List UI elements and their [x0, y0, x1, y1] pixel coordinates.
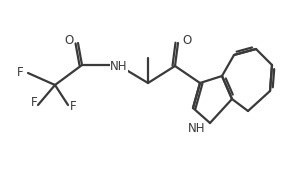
Text: NH: NH: [110, 60, 128, 72]
Text: F: F: [70, 99, 77, 112]
Text: NH: NH: [187, 121, 205, 134]
Text: F: F: [18, 66, 24, 80]
Text: O: O: [182, 34, 191, 47]
Text: F: F: [30, 97, 37, 110]
Text: O: O: [65, 34, 74, 47]
